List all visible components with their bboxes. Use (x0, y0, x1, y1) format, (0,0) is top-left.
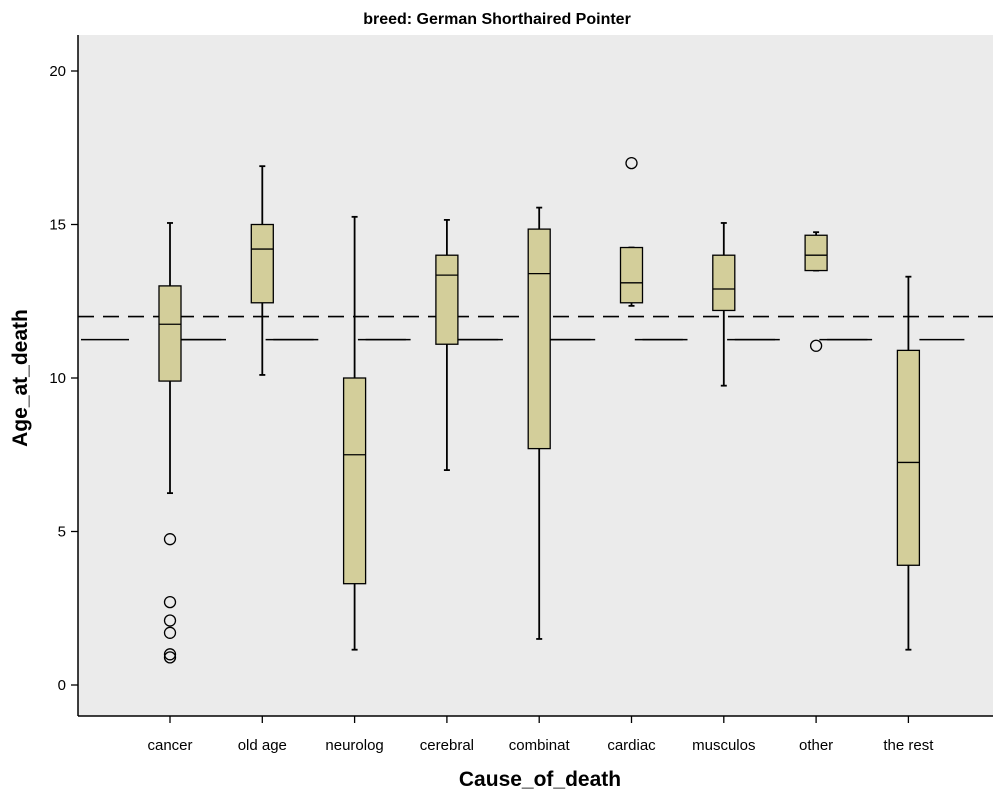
outlier-point (163, 533, 177, 546)
x-axis-title: Cause_of_death (459, 768, 621, 791)
x-tick-label: other (799, 737, 833, 754)
x-tick-label: combinat (509, 737, 571, 754)
outlier-point (163, 614, 177, 627)
box-cerebral (435, 218, 459, 472)
box-iqr (527, 228, 551, 450)
box-the-rest (896, 275, 921, 651)
x-tick-label: old age (238, 737, 287, 754)
y-tick-label: 0 (58, 677, 66, 694)
chart-title: breed: German Shorthaired Pointer (363, 11, 631, 28)
x-tick-label: neurolog (325, 737, 383, 754)
box-iqr (342, 377, 367, 585)
box-iqr (158, 285, 182, 382)
box-neurolog (342, 215, 367, 651)
x-tick-label: cardiac (607, 737, 656, 754)
outlier-point (163, 595, 177, 609)
box-iqr (250, 223, 274, 304)
x-tick-label: cancer (147, 737, 192, 754)
box-cancer (158, 222, 182, 664)
y-tick-label: 15 (49, 217, 66, 234)
y-axis-title: Age_at_death (9, 309, 32, 447)
y-tick-label: 20 (49, 63, 66, 80)
outlier-point (625, 156, 638, 170)
outlier-point (163, 651, 177, 664)
box-musculos (712, 222, 736, 387)
outlier-point (809, 339, 823, 352)
box-other (804, 231, 828, 352)
x-tick-label: the rest (883, 737, 934, 754)
box-old-age (250, 165, 274, 376)
box-iqr (712, 254, 736, 312)
box-iqr (619, 246, 644, 304)
x-tick-label: musculos (692, 737, 755, 754)
box-cardiac (619, 156, 644, 307)
y-tick-label: 5 (58, 524, 66, 541)
x-tick-label: cerebral (420, 737, 474, 754)
outlier-point (163, 626, 177, 639)
box-combinat (527, 206, 551, 640)
box-iqr (804, 234, 828, 272)
box-iqr (435, 254, 459, 345)
box-iqr (896, 349, 921, 566)
y-tick-label: 10 (49, 370, 66, 387)
outlier-point (163, 648, 177, 661)
